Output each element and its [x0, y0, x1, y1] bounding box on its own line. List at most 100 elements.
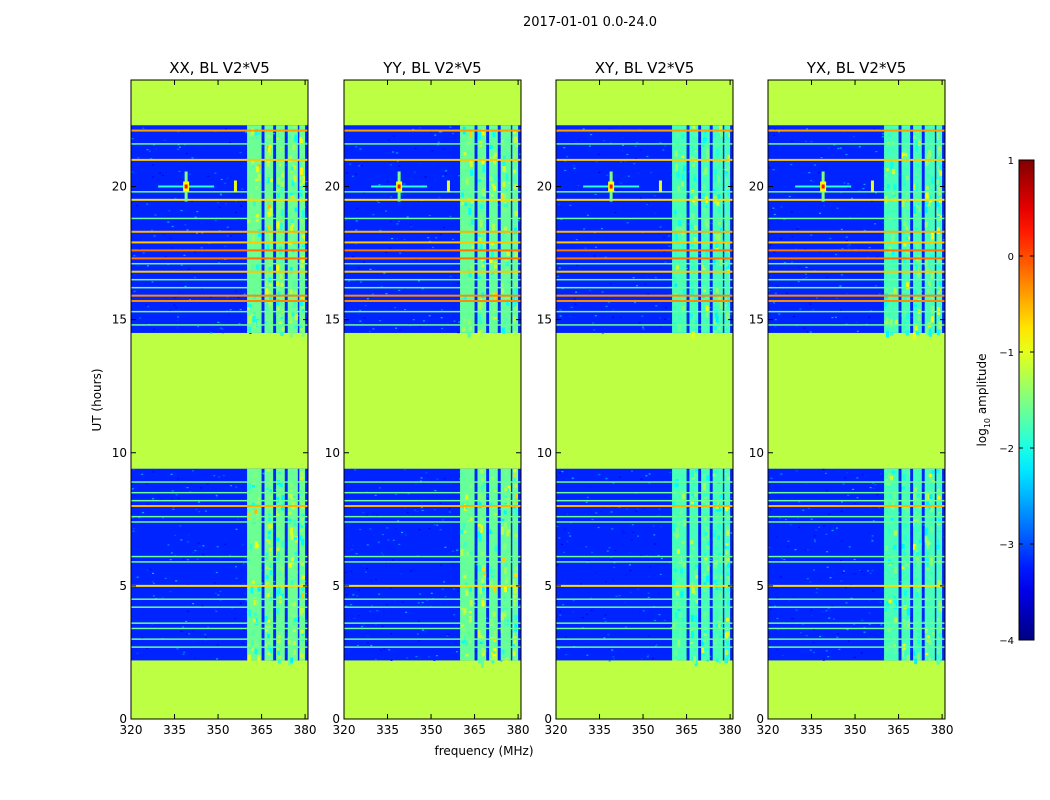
rfi-texture [927, 161, 931, 165]
noise-pixel [154, 214, 157, 216]
rfi-texture [695, 468, 699, 472]
noise-pixel [169, 309, 172, 311]
rfi-texture [299, 184, 303, 189]
rfi-texture [916, 589, 920, 594]
noise-pixel [194, 657, 196, 659]
noise-pixel [639, 197, 642, 199]
rfi-texture [927, 575, 931, 581]
rfi-texture [267, 530, 271, 535]
noise-pixel [836, 207, 839, 209]
noise-pixel [837, 504, 840, 506]
noise-pixel [457, 282, 460, 284]
rfi-texture [463, 541, 467, 548]
noise-pixel [723, 202, 725, 204]
rfi-time-row [344, 143, 521, 145]
noise-pixel [623, 601, 626, 604]
y-tick-label: 5 [119, 579, 127, 593]
rfi-texture [682, 289, 686, 297]
noise-pixel [729, 261, 732, 263]
noise-pixel [613, 566, 616, 569]
noise-pixel [306, 619, 308, 621]
rfi-texture [936, 469, 940, 473]
rfi-texture [693, 232, 697, 240]
noise-pixel [773, 302, 776, 304]
noise-pixel [235, 486, 238, 488]
rfi-texture [503, 474, 506, 481]
noise-pixel [486, 495, 489, 497]
rfi-texture [267, 619, 271, 624]
noise-pixel [910, 581, 913, 583]
rfi-texture [493, 633, 497, 639]
noise-pixel [872, 482, 875, 484]
rfi-texture [713, 580, 717, 584]
noise-pixel [182, 223, 185, 226]
rfi-texture [918, 539, 922, 544]
noise-pixel [566, 132, 568, 134]
noise-pixel [418, 529, 421, 531]
rfi-texture [924, 647, 928, 650]
rfi-texture [893, 293, 897, 296]
noise-pixel [637, 588, 640, 590]
hot-time-row [768, 584, 945, 587]
noise-pixel [363, 317, 366, 319]
rfi-texture [482, 564, 486, 568]
rfi-texture [913, 290, 917, 295]
noise-pixel [910, 316, 913, 319]
noise-pixel [612, 656, 615, 658]
hot-time-row [556, 230, 733, 233]
rfi-texture [463, 191, 467, 198]
noise-pixel [814, 164, 817, 166]
noise-pixel [594, 572, 597, 574]
noise-pixel [594, 315, 597, 317]
noise-pixel [182, 558, 185, 560]
noise-pixel [195, 509, 198, 511]
rfi-texture [269, 283, 273, 286]
rfi-texture [250, 193, 254, 200]
rfi-texture [682, 224, 686, 231]
rfi-texture [683, 214, 687, 219]
rfi-texture [505, 266, 509, 270]
rfi-texture [515, 293, 518, 302]
noise-pixel [873, 207, 876, 209]
noise-pixel [380, 286, 383, 288]
rfi-texture [276, 182, 280, 187]
rfi-texture [460, 529, 464, 534]
rfi-texture [301, 234, 305, 241]
hot-time-row [768, 158, 945, 161]
noise-pixel [798, 211, 801, 213]
rfi-texture [513, 469, 517, 473]
noise-pixel [374, 494, 377, 496]
rfi-texture [928, 639, 932, 645]
noise-pixel [810, 518, 813, 520]
noise-pixel [868, 599, 871, 601]
rfi-texture [279, 218, 283, 221]
rfi-texture [694, 225, 698, 230]
noise-pixel [370, 644, 373, 647]
rfi-texture [500, 283, 504, 287]
noise-pixel [608, 660, 611, 662]
rfi-texture [683, 284, 687, 289]
noise-pixel [194, 216, 197, 218]
noise-pixel [770, 608, 772, 611]
rfi-texture [268, 290, 272, 293]
noise-pixel [418, 620, 420, 622]
noise-pixel [149, 568, 152, 570]
noise-pixel [570, 306, 573, 308]
rfi-texture [480, 326, 484, 333]
rfi-texture [674, 164, 678, 172]
noise-pixel [152, 498, 155, 500]
hot-time-row [344, 198, 521, 201]
rfi-texture [252, 315, 256, 323]
noise-pixel [846, 472, 849, 474]
noise-pixel [197, 326, 200, 328]
rfi-texture [276, 137, 280, 140]
rfi-texture [293, 125, 297, 129]
rfi-texture [492, 186, 496, 192]
noise-pixel [390, 587, 393, 590]
rfi-texture [938, 141, 942, 146]
noise-pixel [187, 534, 190, 536]
noise-pixel [443, 226, 446, 228]
noise-pixel [822, 468, 825, 471]
rfi-texture [468, 587, 472, 592]
hot-time-row [344, 270, 521, 273]
